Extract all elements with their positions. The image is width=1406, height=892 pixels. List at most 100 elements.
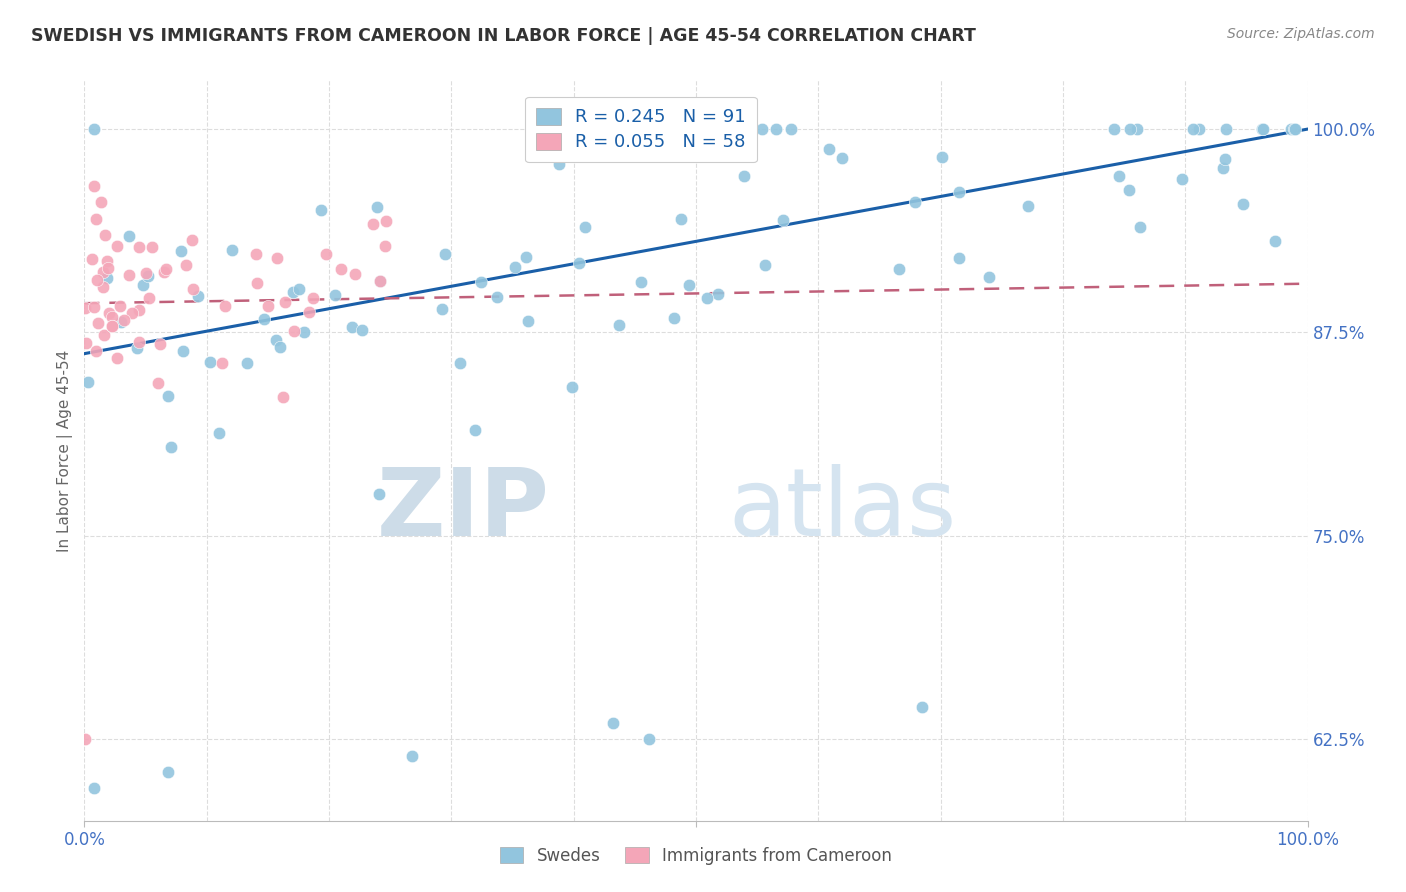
Point	[73, 301, 96, 315]
Point	[434, 247, 457, 261]
Point	[1279, 122, 1302, 136]
Point	[401, 748, 423, 763]
Point	[135, 266, 157, 280]
Point	[198, 355, 221, 369]
Point	[75, 732, 97, 747]
Point	[131, 277, 153, 292]
Point	[246, 276, 269, 290]
Point	[979, 270, 1001, 285]
Point	[831, 152, 853, 166]
Point	[97, 261, 120, 276]
Point	[96, 271, 118, 285]
Point	[87, 316, 110, 330]
Point	[181, 233, 204, 247]
Point	[172, 344, 194, 359]
Point	[1118, 122, 1140, 136]
Point	[1251, 122, 1274, 136]
Point	[141, 240, 163, 254]
Point	[375, 213, 398, 227]
Point	[638, 732, 661, 747]
Point	[1250, 122, 1272, 136]
Point	[503, 260, 526, 275]
Point	[269, 340, 291, 354]
Point	[118, 268, 141, 283]
Point	[1213, 153, 1236, 167]
Point	[1017, 199, 1039, 213]
Point	[1129, 219, 1152, 234]
Point	[765, 122, 787, 136]
Point	[323, 287, 346, 301]
Point	[128, 303, 150, 318]
Text: Source: ZipAtlas.com: Source: ZipAtlas.com	[1227, 27, 1375, 41]
Point	[311, 202, 333, 217]
Point	[266, 251, 288, 265]
Point	[548, 157, 571, 171]
Point	[80, 252, 103, 266]
Point	[817, 142, 839, 156]
Point	[83, 300, 105, 314]
Point	[602, 716, 624, 731]
Point	[170, 244, 193, 258]
Point	[83, 122, 105, 136]
Point	[86, 344, 108, 359]
Point	[156, 764, 179, 779]
Point	[720, 122, 742, 136]
Point	[470, 275, 492, 289]
Point	[630, 276, 652, 290]
Point	[948, 186, 970, 200]
Point	[368, 273, 391, 287]
Y-axis label: In Labor Force | Age 45-54: In Labor Force | Age 45-54	[58, 350, 73, 551]
Point	[160, 440, 183, 454]
Point	[298, 305, 321, 319]
Point	[887, 261, 910, 276]
Point	[214, 299, 236, 313]
Point	[271, 390, 294, 404]
Point	[90, 195, 112, 210]
Point	[138, 291, 160, 305]
Point	[302, 291, 325, 305]
Point	[75, 335, 97, 350]
Point	[368, 273, 391, 287]
Point	[374, 239, 396, 253]
Point	[678, 277, 700, 292]
Point	[294, 325, 316, 339]
Point	[706, 287, 728, 301]
Point	[340, 320, 363, 334]
Point	[669, 212, 692, 227]
Point	[931, 150, 953, 164]
Point	[245, 247, 267, 261]
Text: ZIP: ZIP	[377, 464, 550, 556]
Legend: Swedes, Immigrants from Cameroon: Swedes, Immigrants from Cameroon	[494, 840, 898, 871]
Point	[948, 251, 970, 265]
Point	[1102, 122, 1125, 136]
Point	[696, 291, 718, 305]
Point	[108, 300, 131, 314]
Point	[1232, 197, 1254, 211]
Point	[485, 290, 508, 304]
Point	[91, 279, 114, 293]
Point	[136, 268, 159, 283]
Point	[83, 178, 105, 193]
Point	[146, 376, 169, 391]
Point	[101, 319, 124, 334]
Point	[283, 324, 305, 338]
Text: atlas: atlas	[728, 464, 957, 556]
Point	[1284, 122, 1306, 136]
Point	[344, 267, 367, 281]
Point	[110, 315, 132, 329]
Point	[1215, 122, 1237, 136]
Point	[112, 313, 135, 327]
Point	[105, 351, 128, 365]
Point	[101, 319, 124, 334]
Point	[121, 306, 143, 320]
Point	[181, 282, 204, 296]
Point	[266, 333, 288, 347]
Point	[236, 356, 259, 370]
Point	[366, 200, 388, 214]
Point	[430, 302, 453, 317]
Point	[274, 295, 297, 310]
Point	[86, 272, 108, 286]
Point	[1126, 122, 1149, 136]
Point	[1182, 122, 1205, 136]
Point	[330, 262, 353, 277]
